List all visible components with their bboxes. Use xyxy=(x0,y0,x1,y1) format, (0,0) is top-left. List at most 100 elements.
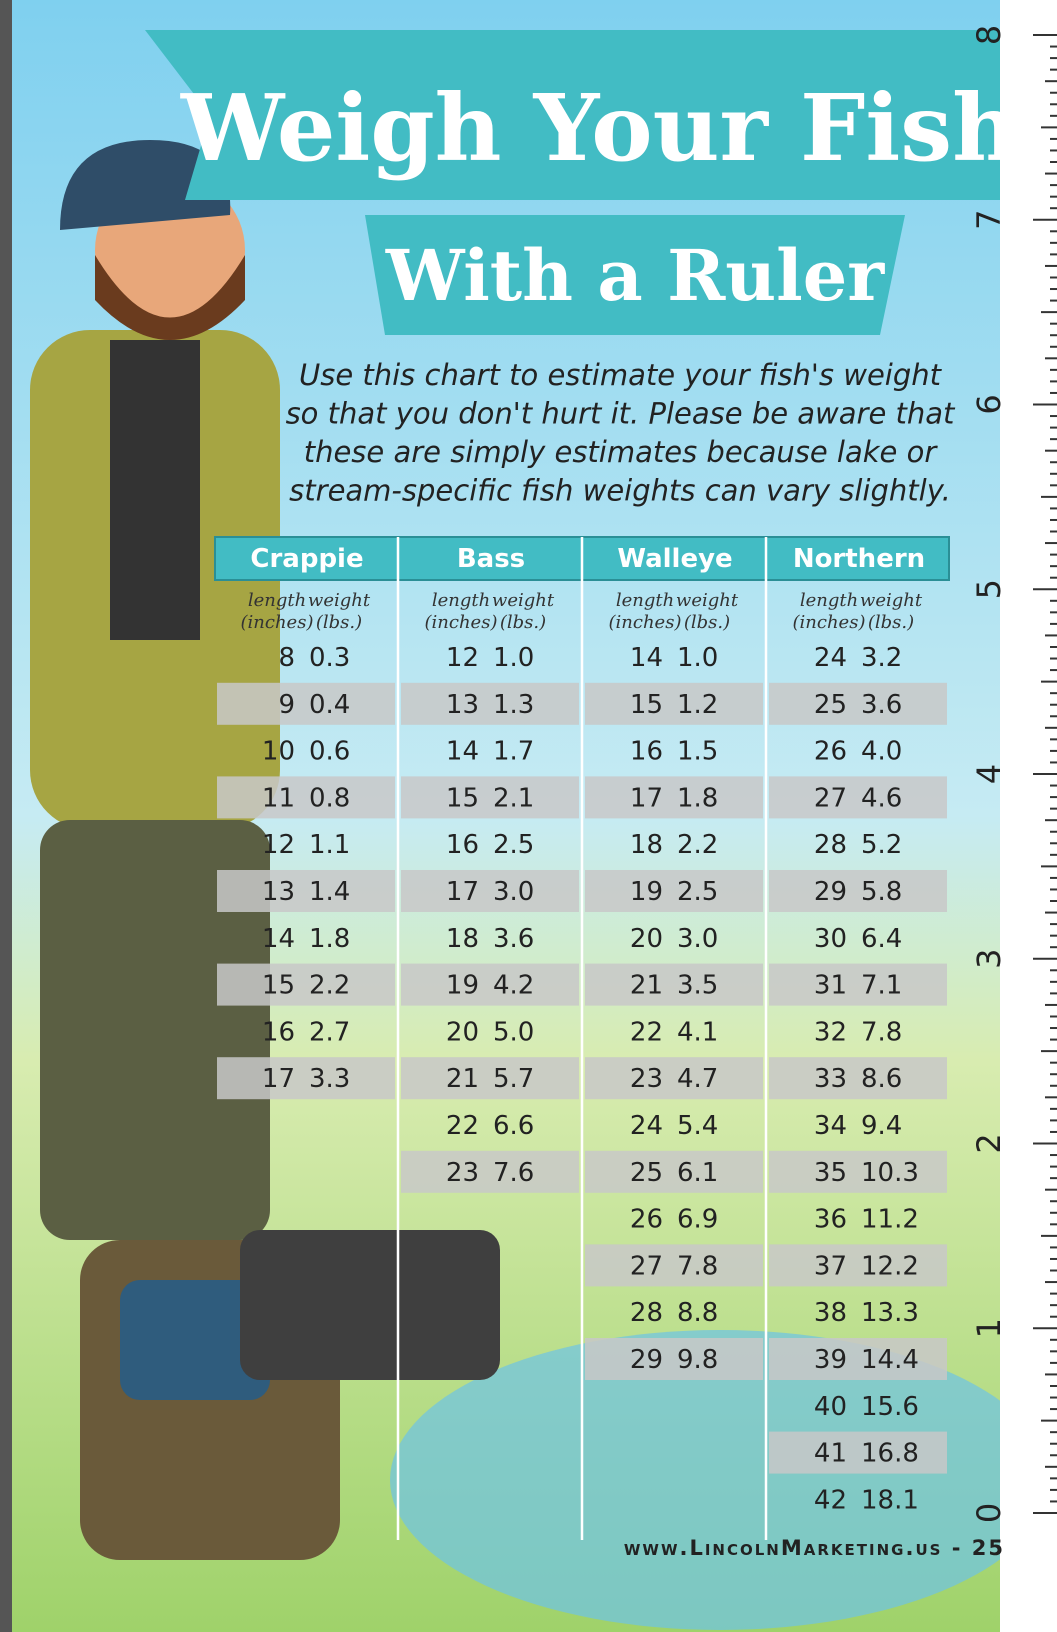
length-cell: 25 xyxy=(814,690,847,720)
weight-cell: 3.6 xyxy=(861,690,902,720)
weight-cell: 3.0 xyxy=(677,924,718,954)
length-cell: 18 xyxy=(446,924,479,954)
length-cell: 39 xyxy=(814,1345,847,1375)
row-stripe xyxy=(585,1151,763,1193)
ruler-label: 4 xyxy=(970,764,1008,784)
weight-cell: 2.2 xyxy=(677,830,718,860)
length-cell: 17 xyxy=(630,783,663,813)
ruler xyxy=(1000,0,1057,1632)
weight-cell: 1.7 xyxy=(493,737,534,767)
length-cell: 22 xyxy=(630,1017,663,1047)
row-stripe xyxy=(585,1338,763,1380)
length-cell: 20 xyxy=(446,1017,479,1047)
edge xyxy=(0,0,12,1632)
weight-cell: 4.1 xyxy=(677,1017,718,1047)
length-cell: 34 xyxy=(814,1111,847,1141)
column-header: (inches) xyxy=(241,612,314,633)
length-cell: 42 xyxy=(814,1485,847,1515)
ruler-label: 7 xyxy=(970,210,1008,230)
ruler-label: 0 xyxy=(970,1503,1008,1523)
length-cell: 28 xyxy=(630,1298,663,1328)
intro-line: these are simply estimates because lake … xyxy=(304,435,939,469)
intro-line: Use this chart to estimate your fish's w… xyxy=(299,358,943,392)
length-cell: 13 xyxy=(446,690,479,720)
weight-cell: 7.6 xyxy=(493,1158,534,1188)
row-stripe xyxy=(401,964,579,1006)
length-cell: 14 xyxy=(630,643,663,673)
weight-cell: 4.6 xyxy=(861,783,902,813)
weight-cell: 1.0 xyxy=(493,643,534,673)
row-stripe xyxy=(401,1057,579,1099)
length-cell: 14 xyxy=(262,924,295,954)
row-stripe xyxy=(769,776,947,818)
column-header: length xyxy=(248,590,306,611)
page: Weigh Your Fish With a Ruler Use this ch… xyxy=(0,0,1057,1632)
length-cell: 32 xyxy=(814,1017,847,1047)
length-cell: 12 xyxy=(446,643,479,673)
weight-cell: 12.2 xyxy=(861,1251,919,1281)
length-cell: 22 xyxy=(446,1111,479,1141)
weight-cell: 3.6 xyxy=(493,924,534,954)
weight-cell: 1.8 xyxy=(677,783,718,813)
column-header: length xyxy=(800,590,858,611)
length-cell: 38 xyxy=(814,1298,847,1328)
row-stripe xyxy=(401,776,579,818)
length-cell: 25 xyxy=(630,1158,663,1188)
weight-cell: 0.3 xyxy=(309,643,350,673)
weight-cell: 15.6 xyxy=(861,1392,919,1422)
weight-cell: 1.8 xyxy=(309,924,350,954)
column-header: (lbs.) xyxy=(316,612,362,633)
row-stripe xyxy=(585,964,763,1006)
weight-cell: 5.8 xyxy=(861,877,902,907)
column-header: (lbs.) xyxy=(868,612,914,633)
ruler-label: 5 xyxy=(970,579,1008,599)
row-stripe xyxy=(401,683,579,725)
weight-cell: 1.1 xyxy=(309,830,350,860)
weight-cell: 10.3 xyxy=(861,1158,919,1188)
length-cell: 21 xyxy=(630,971,663,1001)
row-stripe xyxy=(769,683,947,725)
row-stripe xyxy=(401,1151,579,1193)
length-cell: 9 xyxy=(278,690,295,720)
row-stripe xyxy=(769,1432,947,1474)
length-cell: 28 xyxy=(814,830,847,860)
weight-cell: 6.6 xyxy=(493,1111,534,1141)
ruler-label: 6 xyxy=(970,394,1008,414)
length-cell: 27 xyxy=(814,783,847,813)
weight-cell: 1.2 xyxy=(677,690,718,720)
weight-cell: 7.8 xyxy=(861,1017,902,1047)
intro-line: stream-specific fish weights can vary sl… xyxy=(289,474,951,508)
row-stripe xyxy=(769,1244,947,1286)
length-cell: 37 xyxy=(814,1251,847,1281)
weight-cell: 2.2 xyxy=(309,971,350,1001)
row-stripe xyxy=(769,870,947,912)
row-stripe xyxy=(585,776,763,818)
length-cell: 40 xyxy=(814,1392,847,1422)
weight-cell: 11.2 xyxy=(861,1205,919,1235)
row-stripe xyxy=(585,1057,763,1099)
length-cell: 8 xyxy=(278,643,295,673)
row-stripe xyxy=(217,964,395,1006)
length-cell: 15 xyxy=(630,690,663,720)
fish-name: Crappie xyxy=(250,544,363,574)
length-cell: 23 xyxy=(630,1064,663,1094)
column-header: weight xyxy=(492,590,555,611)
weight-cell: 1.3 xyxy=(493,690,534,720)
title: Weigh Your Fish xyxy=(180,74,1019,182)
column-header: weight xyxy=(308,590,371,611)
weight-cell: 18.1 xyxy=(861,1485,919,1515)
length-cell: 11 xyxy=(262,783,295,813)
weight-cell: 3.0 xyxy=(493,877,534,907)
length-cell: 29 xyxy=(814,877,847,907)
length-cell: 26 xyxy=(630,1205,663,1235)
row-stripe xyxy=(769,1338,947,1380)
weight-cell: 7.8 xyxy=(677,1251,718,1281)
length-cell: 16 xyxy=(630,737,663,767)
weight-cell: 2.5 xyxy=(677,877,718,907)
row-stripe xyxy=(217,870,395,912)
weight-cell: 1.4 xyxy=(309,877,350,907)
length-cell: 33 xyxy=(814,1064,847,1094)
weight-cell: 13.3 xyxy=(861,1298,919,1328)
row-stripe xyxy=(585,870,763,912)
weight-cell: 4.0 xyxy=(861,737,902,767)
